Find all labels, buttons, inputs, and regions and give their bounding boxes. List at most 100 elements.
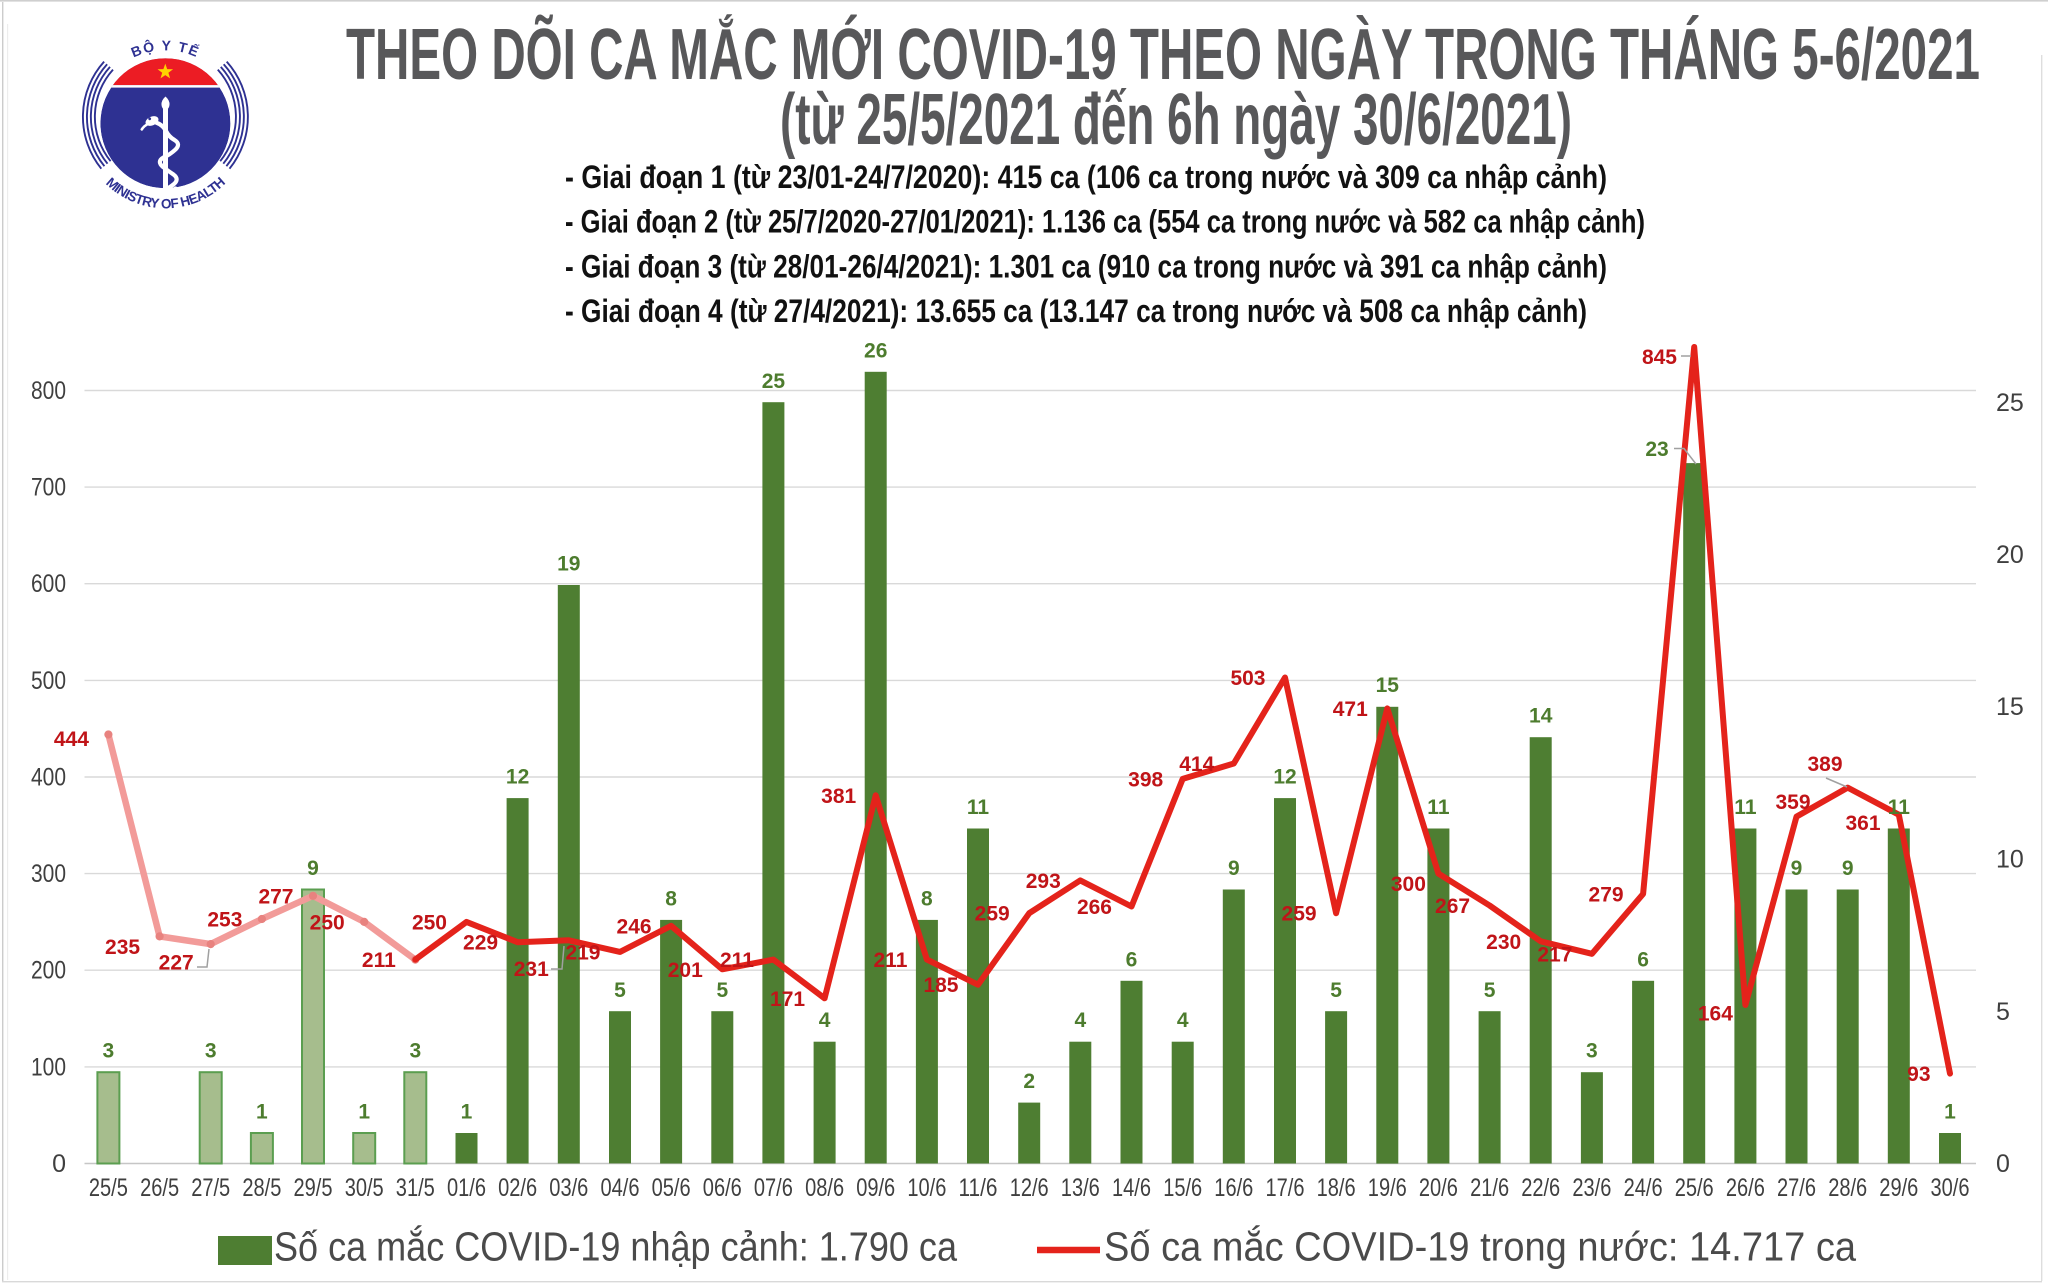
svg-text:- Giai đoạn 1 (từ 23/01-24/7/2: - Giai đoạn 1 (từ 23/01-24/7/2020): 415 … [565, 159, 1607, 195]
svg-text:26: 26 [864, 339, 887, 362]
svg-text:266: 266 [1077, 896, 1112, 919]
svg-text:471: 471 [1333, 698, 1368, 721]
svg-text:26/6: 26/6 [1726, 1174, 1765, 1202]
svg-text:25/5: 25/5 [89, 1174, 128, 1202]
svg-text:8: 8 [665, 887, 677, 910]
svg-text:414: 414 [1179, 753, 1214, 776]
svg-text:227: 227 [159, 952, 194, 975]
svg-text:25/6: 25/6 [1675, 1174, 1714, 1202]
svg-text:01/6: 01/6 [447, 1174, 486, 1202]
svg-text:164: 164 [1698, 1003, 1733, 1026]
svg-text:11: 11 [1888, 796, 1911, 819]
svg-text:500: 500 [31, 667, 66, 695]
svg-text:19: 19 [557, 553, 580, 576]
svg-text:4: 4 [819, 1009, 831, 1032]
svg-text:400: 400 [31, 764, 66, 792]
svg-text:1: 1 [1944, 1101, 1956, 1124]
svg-text:9: 9 [1228, 857, 1240, 880]
svg-text:11: 11 [967, 796, 990, 819]
svg-text:30/5: 30/5 [345, 1174, 384, 1202]
svg-text:361: 361 [1845, 812, 1880, 835]
svg-text:279: 279 [1589, 883, 1624, 906]
svg-text:217: 217 [1537, 943, 1572, 966]
svg-text:15/6: 15/6 [1163, 1174, 1202, 1202]
svg-text:19/6: 19/6 [1368, 1174, 1407, 1202]
svg-text:250: 250 [310, 911, 345, 934]
svg-text:13/6: 13/6 [1061, 1174, 1100, 1202]
svg-text:5: 5 [1484, 979, 1496, 1002]
svg-text:230: 230 [1486, 931, 1521, 954]
svg-text:3: 3 [1586, 1040, 1598, 1063]
svg-text:20: 20 [1996, 541, 2024, 569]
svg-text:03/6: 03/6 [549, 1174, 588, 1202]
svg-text:389: 389 [1807, 753, 1842, 776]
svg-text:- Giai đoạn 2 (từ 25/7/2020-27: - Giai đoạn 2 (từ 25/7/2020-27/01/2021):… [565, 204, 1645, 240]
svg-text:06/6: 06/6 [703, 1174, 742, 1202]
svg-text:398: 398 [1128, 768, 1163, 791]
svg-text:9: 9 [307, 857, 319, 880]
svg-text:02/6: 02/6 [498, 1174, 537, 1202]
svg-text:18/6: 18/6 [1317, 1174, 1356, 1202]
svg-text:1: 1 [256, 1101, 268, 1124]
svg-text:25: 25 [762, 370, 786, 393]
svg-text:28/5: 28/5 [242, 1174, 281, 1202]
svg-text:845: 845 [1642, 346, 1677, 369]
svg-text:12: 12 [506, 766, 529, 789]
svg-text:8: 8 [921, 887, 933, 910]
svg-text:3: 3 [409, 1040, 421, 1063]
svg-text:259: 259 [975, 903, 1010, 926]
svg-text:5: 5 [1996, 998, 2010, 1026]
svg-text:300: 300 [31, 860, 66, 888]
svg-text:15: 15 [1996, 693, 2024, 721]
svg-text:26/5: 26/5 [140, 1174, 179, 1202]
svg-text:100: 100 [31, 1053, 66, 1081]
svg-text:1: 1 [461, 1101, 473, 1124]
svg-text:10: 10 [1996, 846, 2024, 874]
svg-text:250: 250 [412, 911, 447, 934]
svg-text:11: 11 [1427, 796, 1450, 819]
svg-text:211: 211 [362, 949, 396, 972]
svg-text:4: 4 [1177, 1009, 1189, 1032]
svg-text:0: 0 [52, 1150, 66, 1178]
svg-text:5: 5 [716, 979, 728, 1002]
svg-text:4: 4 [1074, 1009, 1086, 1032]
svg-text:381: 381 [821, 785, 856, 808]
svg-text:267: 267 [1435, 895, 1470, 918]
svg-text:05/6: 05/6 [652, 1174, 691, 1202]
svg-text:29/5: 29/5 [294, 1174, 333, 1202]
svg-text:293: 293 [1026, 870, 1061, 893]
svg-text:0: 0 [1996, 1150, 2010, 1178]
svg-text:20/6: 20/6 [1419, 1174, 1458, 1202]
svg-text:22/6: 22/6 [1521, 1174, 1560, 1202]
svg-text:14: 14 [1529, 705, 1553, 728]
svg-text:12/6: 12/6 [1010, 1174, 1049, 1202]
svg-text:800: 800 [31, 377, 66, 405]
svg-text:93: 93 [1907, 1063, 1930, 1086]
svg-text:07/6: 07/6 [754, 1174, 793, 1202]
svg-text:09/6: 09/6 [856, 1174, 895, 1202]
svg-text:27/5: 27/5 [191, 1174, 230, 1202]
svg-text:1: 1 [358, 1101, 370, 1124]
svg-text:14/6: 14/6 [1112, 1174, 1151, 1202]
svg-text:12: 12 [1273, 766, 1296, 789]
svg-text:211: 211 [720, 949, 754, 972]
svg-text:600: 600 [31, 570, 66, 598]
svg-text:25: 25 [1996, 389, 2024, 417]
svg-text:08/6: 08/6 [805, 1174, 844, 1202]
svg-text:24/6: 24/6 [1624, 1174, 1663, 1202]
svg-text:29/6: 29/6 [1879, 1174, 1918, 1202]
svg-text:9: 9 [1791, 857, 1803, 880]
svg-text:211: 211 [874, 949, 908, 972]
svg-text:5: 5 [1330, 979, 1342, 1002]
svg-text:503: 503 [1230, 667, 1265, 690]
svg-text:200: 200 [31, 957, 66, 985]
svg-text:21/6: 21/6 [1470, 1174, 1509, 1202]
svg-text:6: 6 [1637, 948, 1649, 971]
svg-text:277: 277 [258, 885, 293, 908]
svg-text:229: 229 [463, 932, 498, 955]
svg-text:THEO DÕI CA MẮC MỚI COVID-19 T: THEO DÕI CA MẮC MỚI COVID-19 THEO NGÀY T… [346, 14, 1980, 95]
svg-text:15: 15 [1376, 674, 1400, 697]
svg-text:Số ca mắc COVID-19 nhập cảnh:: Số ca mắc COVID-19 nhập cảnh: 1.790 ca [274, 1224, 957, 1270]
svg-text:359: 359 [1775, 791, 1810, 814]
svg-text:23: 23 [1645, 438, 1668, 461]
